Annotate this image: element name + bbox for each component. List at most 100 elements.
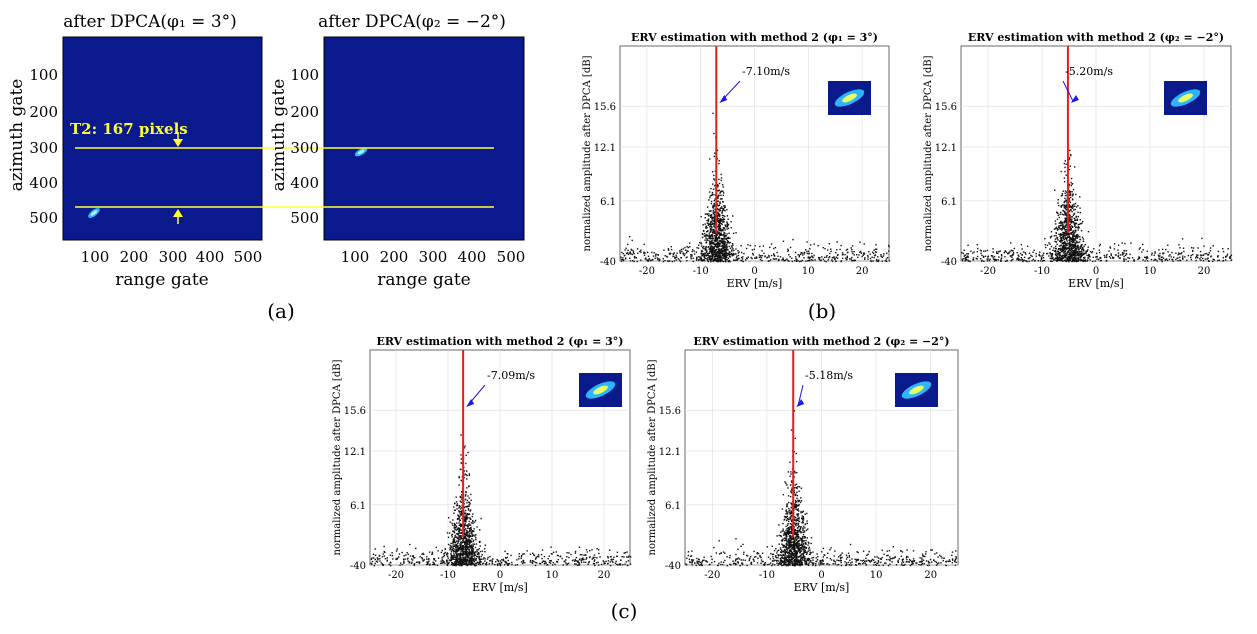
y-tick-label: -40 — [600, 257, 616, 268]
scatter-point — [1060, 222, 1062, 224]
scatter-point — [1068, 247, 1071, 249]
scatter-point — [472, 521, 474, 523]
scatter-point — [789, 550, 791, 553]
scatter-point — [804, 527, 806, 529]
scatter-point — [792, 548, 795, 551]
scatter-point — [1064, 230, 1067, 233]
scatter-point — [466, 559, 469, 562]
scatter-point — [1072, 188, 1075, 191]
scatter-point — [475, 559, 477, 562]
scatter-point — [462, 548, 465, 551]
scatter-point — [714, 211, 716, 213]
scatter-point — [1228, 256, 1231, 259]
scatter-point — [472, 555, 474, 558]
scatter-point — [701, 232, 704, 235]
scatter-point — [856, 254, 858, 256]
scatter-point — [627, 243, 629, 246]
scatter-point — [467, 513, 470, 516]
scatter-point — [456, 549, 459, 552]
scatter-point — [704, 239, 706, 241]
scatter-point — [398, 553, 401, 555]
scatter-point — [718, 253, 720, 255]
scatter-point — [1063, 238, 1065, 241]
scatter-point — [427, 563, 429, 566]
scatter-point — [576, 561, 579, 563]
scatter-point — [455, 564, 457, 567]
scatter-point — [458, 476, 460, 478]
scatter-point — [1191, 253, 1194, 256]
scatter-point — [663, 249, 665, 251]
scatter-point — [454, 536, 456, 538]
y-tick-label: 15.6 — [594, 102, 616, 113]
scatter-point — [1109, 257, 1112, 259]
scatter-point — [545, 562, 547, 564]
scatter-point — [1091, 251, 1094, 253]
scatter-point — [800, 538, 803, 541]
scatter-point — [798, 517, 800, 519]
scatter-point — [475, 562, 477, 565]
scatter-point — [703, 259, 706, 262]
scatter-point — [721, 210, 724, 212]
scatter-point — [432, 561, 434, 564]
scatter-point — [455, 562, 458, 564]
scatter-point — [787, 555, 790, 558]
scatter-point — [547, 557, 549, 560]
scatter-point — [1127, 260, 1129, 263]
scatter-point — [1063, 226, 1065, 228]
scatter-point — [987, 258, 989, 260]
scatter-point — [1064, 207, 1067, 210]
scatter-point — [708, 255, 710, 258]
scatter-point — [720, 250, 722, 252]
scatter-point — [700, 242, 702, 244]
scatter-point — [472, 548, 474, 550]
scatter-point — [784, 532, 787, 535]
scatter-point — [455, 496, 457, 498]
scatter-point — [1074, 242, 1076, 244]
scatter-point — [459, 513, 461, 515]
scatter-point — [1138, 257, 1141, 259]
scatter-point — [794, 547, 796, 549]
scatter-point — [401, 564, 403, 566]
scatter-point — [705, 254, 707, 256]
scatter-point — [1063, 234, 1066, 236]
scatter-point — [506, 553, 508, 555]
scatter-point — [433, 562, 436, 564]
scatter-point — [452, 550, 455, 552]
scatter-point — [1077, 256, 1079, 259]
scatter-point — [451, 524, 454, 526]
scatter-point — [723, 218, 726, 221]
scatter-point — [728, 255, 731, 258]
scatter-point — [413, 564, 416, 567]
scatter-point — [713, 219, 715, 222]
scatter-point — [710, 240, 712, 243]
scatter-point — [459, 519, 462, 521]
scatter-point — [701, 249, 703, 252]
scatter-point — [735, 253, 737, 255]
scatter-point — [455, 551, 457, 553]
scatter-point — [575, 563, 577, 565]
scatter-point — [1075, 229, 1077, 232]
scatter-point — [1073, 223, 1076, 226]
scatter-point — [498, 562, 501, 565]
scatter-point — [777, 255, 779, 257]
scatter-point — [458, 553, 460, 555]
scatter-point — [717, 196, 719, 199]
scatter-point — [713, 199, 715, 202]
scatter-point — [447, 543, 450, 546]
scatter-point — [788, 254, 790, 256]
scatter-point — [497, 560, 500, 563]
scatter-point — [454, 563, 457, 566]
scatter-point — [459, 496, 462, 498]
scatter-point — [717, 212, 720, 214]
scatter-point — [1074, 251, 1076, 253]
scatter-point — [793, 539, 796, 542]
scatter-point — [846, 256, 849, 259]
scatter-point — [473, 563, 476, 565]
x-tick-label: 100 — [341, 248, 370, 266]
scatter-point — [458, 535, 460, 537]
scatter-point — [802, 254, 804, 256]
scatter-point — [1072, 205, 1074, 208]
scatter-point — [648, 259, 650, 261]
scatter-point — [458, 564, 461, 567]
scatter-point — [990, 255, 993, 257]
